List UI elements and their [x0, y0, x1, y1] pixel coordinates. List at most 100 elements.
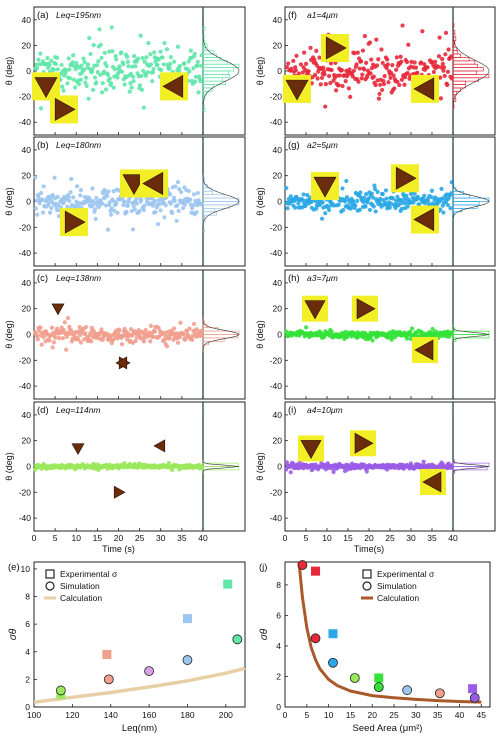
- data-point: [164, 344, 170, 349]
- data-point: [375, 189, 380, 195]
- data-point: [105, 72, 110, 77]
- data-point: [66, 195, 71, 200]
- triangle-particle: [71, 443, 85, 456]
- x-tick-label: 100: [27, 710, 41, 720]
- x-tick-label: 10: [324, 710, 334, 720]
- triangle-particle: [153, 439, 166, 453]
- data-point: [141, 208, 146, 213]
- data-point: [371, 195, 376, 200]
- data-point: [111, 189, 116, 194]
- y-tick-label: 20: [22, 40, 32, 50]
- data-point: [194, 327, 199, 332]
- data-point: [400, 200, 405, 206]
- data-point: [94, 80, 99, 85]
- data-point: [408, 336, 413, 342]
- data-point: [181, 332, 186, 337]
- data-point: [40, 197, 45, 202]
- data-point: [193, 74, 199, 79]
- x-tick-label: 5: [304, 533, 309, 543]
- data-point: [132, 54, 137, 59]
- y-tick-label: 0: [277, 197, 282, 207]
- simulation-marker: [328, 657, 338, 668]
- data-point: [74, 60, 79, 66]
- data-point: [167, 65, 172, 71]
- y-tick-label: 2: [276, 671, 281, 681]
- data-point: [370, 338, 375, 343]
- triangle-particle: [122, 174, 146, 196]
- data-point: [71, 53, 76, 58]
- data-point: [368, 71, 373, 76]
- data-point: [404, 59, 410, 65]
- panel-label: (d): [37, 405, 49, 416]
- y-tick-label: -40: [19, 381, 32, 391]
- plot-frame: [33, 561, 246, 708]
- legend-label: Experimental σ: [60, 569, 118, 579]
- data-point: [291, 58, 296, 64]
- data-point: [323, 104, 328, 109]
- data-point: [109, 206, 114, 211]
- data-point: [373, 209, 378, 214]
- data-point: [160, 330, 165, 335]
- data-point: [326, 207, 332, 213]
- data-point: [119, 69, 125, 74]
- data-point: [316, 69, 321, 74]
- data-point: [322, 72, 327, 77]
- data-point: [134, 201, 139, 206]
- data-point: [78, 77, 84, 82]
- y-tick-label: 0: [26, 462, 31, 472]
- data-point: [177, 68, 182, 73]
- data-point: [391, 73, 396, 78]
- legend-circle-icon: [45, 581, 55, 591]
- data-point: [102, 50, 107, 55]
- data-point: [41, 184, 46, 189]
- data-point: [296, 71, 302, 76]
- data-point: [445, 202, 451, 208]
- data-point: [114, 57, 119, 62]
- x-tick-label: 10: [72, 533, 82, 543]
- data-point: [156, 57, 161, 62]
- data-point: [112, 208, 117, 213]
- histogram-bar: [452, 57, 470, 62]
- data-point: [367, 207, 373, 213]
- data-point: [305, 193, 310, 198]
- y-tick-label: 40: [22, 278, 32, 288]
- data-point: [195, 190, 200, 196]
- data-point: [374, 37, 379, 42]
- y-tick-label: 40: [273, 278, 283, 288]
- data-point: [394, 67, 399, 72]
- x-tick-label: 180: [180, 710, 194, 720]
- data-point: [418, 60, 424, 65]
- data-point: [67, 198, 72, 204]
- data-point: [70, 60, 75, 65]
- y-tick-label: -40: [270, 381, 283, 391]
- data-point: [74, 184, 80, 189]
- panel-j: 0 5 10 15 20 25 30 35 40 45 0 2 4 6 8 Seed Area (μm²) σθ…: [259, 560, 491, 734]
- panel-annotation: Leq=180nm: [56, 140, 101, 150]
- data-point: [320, 200, 325, 205]
- x-tick-label: 15: [93, 533, 103, 543]
- data-point: [153, 59, 158, 64]
- y-tick-label: 20: [273, 171, 283, 181]
- data-point: [384, 196, 389, 201]
- gaussian-fit: [202, 143, 240, 260]
- data-point: [109, 212, 114, 217]
- data-point: [436, 54, 442, 59]
- data-point: [415, 70, 420, 75]
- data-point: [443, 52, 448, 57]
- data-point: [303, 325, 309, 330]
- data-point: [140, 55, 145, 61]
- data-point: [308, 45, 313, 50]
- x-axis-title: Seed Area (μm²): [353, 723, 423, 734]
- simulation-marker: [349, 673, 360, 683]
- data-point: [345, 72, 350, 77]
- data-point: [436, 64, 441, 69]
- y-tick-label: 40: [273, 410, 283, 420]
- data-point: [180, 205, 186, 211]
- data-point: [41, 335, 46, 340]
- data-point: [303, 61, 309, 67]
- y-tick-label: 0: [276, 702, 281, 712]
- data-point: [138, 33, 143, 38]
- data-point: [384, 65, 389, 71]
- data-point: [155, 221, 161, 227]
- data-point: [49, 325, 55, 330]
